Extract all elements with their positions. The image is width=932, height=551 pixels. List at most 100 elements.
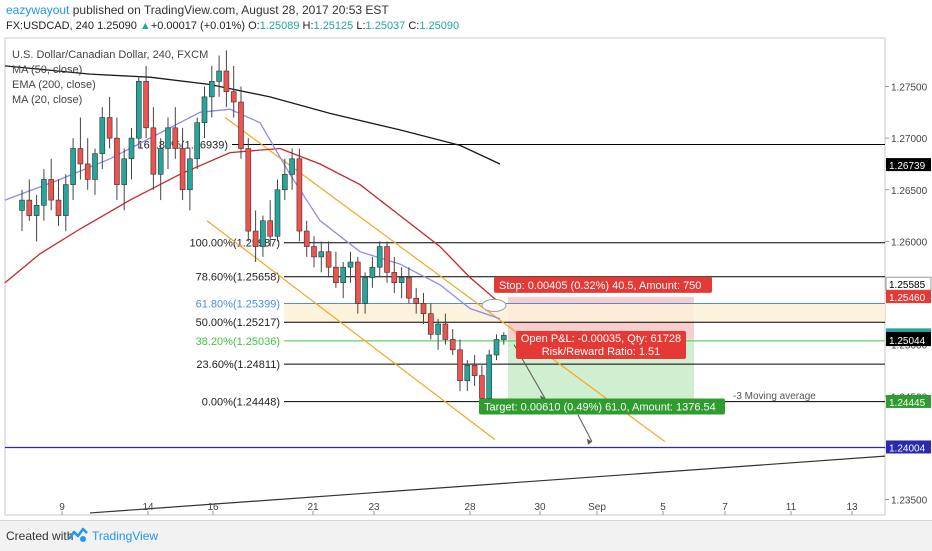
candle-body (413, 297, 420, 304)
candle-body (33, 204, 40, 216)
close-value: 1.25090 (419, 20, 460, 32)
candle-body (384, 246, 390, 273)
candle-body (70, 148, 76, 185)
candle-body (216, 70, 222, 82)
candle-body (486, 354, 493, 399)
x-tick-label: 16 (207, 502, 219, 513)
candle-body (114, 137, 120, 185)
legend-item: EMA (200, close) (12, 79, 96, 91)
candle-body (106, 117, 113, 139)
price-tag (886, 158, 931, 172)
target-label: Target: 0.00610 (0.49%) 61.0, Amount: 13… (484, 402, 716, 414)
candle-body (260, 220, 266, 247)
ema200-line (4, 147, 501, 304)
price-tag (886, 394, 931, 408)
candle-body (245, 148, 252, 232)
candle-body (41, 179, 47, 206)
symbol-label: FX:USDCAD, 240 (6, 20, 95, 32)
arrow-head-2 (587, 438, 592, 445)
candle-body (172, 127, 179, 149)
pnl-label-box (516, 330, 686, 359)
candle-body (128, 137, 135, 160)
fib-level-label: 23.60%(1.24811) (196, 359, 280, 371)
y-tick-label: 1.27500 (891, 83, 928, 94)
price-tag-label: 1.24445 (889, 398, 926, 409)
y-tick-label: 1.26000 (891, 237, 928, 248)
candle-body (136, 81, 142, 139)
price-tag-label: 1.25044 (889, 336, 926, 347)
candle-body (500, 335, 507, 340)
candle-body (442, 323, 449, 340)
y-tick-label: 1.25000 (891, 341, 928, 352)
candle-body (19, 199, 25, 211)
candle-body (311, 246, 317, 258)
candle-body (150, 127, 157, 175)
candle-body (340, 266, 347, 283)
published-text: published on TradingView.com, August 28,… (72, 3, 389, 17)
fib-level-label: 38.20%(1.25036) (196, 336, 280, 348)
candle-body (274, 189, 281, 237)
x-tick-label: 11 (786, 502, 797, 513)
candle-body (48, 179, 55, 201)
low-value: 1.25037 (365, 20, 406, 32)
open-label: O: (248, 20, 260, 32)
candle-body (376, 246, 383, 268)
candle-body (252, 230, 259, 247)
y-tick-label: 1.26500 (891, 186, 928, 197)
candle-body (354, 261, 361, 304)
ma20-line (4, 108, 501, 320)
y-tick-label: 1.23500 (891, 496, 928, 507)
projection-arrow-2 (577, 414, 593, 442)
long-trend-line (89, 455, 886, 514)
candle-body (267, 220, 274, 237)
price-tag-label: 1.25585 (889, 280, 926, 291)
candle-body (420, 303, 427, 314)
candle-body (457, 349, 463, 382)
candle-body (55, 199, 62, 216)
candle-body (391, 272, 398, 283)
x-tick-label: 13 (846, 502, 858, 513)
fib-level-label: 61.80%(1.25399) (196, 298, 280, 310)
candle-body (296, 158, 303, 232)
tradingview-brand[interactable]: TradingView (92, 529, 159, 543)
channel-lower-line (206, 220, 496, 441)
ma50-line (4, 65, 501, 165)
high-value: 1.25125 (313, 20, 354, 32)
candle-body (165, 127, 171, 149)
rr-label: Risk/Reward Ratio: 1.51 (542, 346, 661, 358)
publish-info: eazywayout published on TradingView.com,… (6, 3, 389, 17)
candle-body (303, 230, 310, 247)
price-tag (886, 333, 931, 347)
x-tick-label: 23 (368, 502, 380, 513)
stop-label: Stop: 0.00405 (0.32%) 40.5, Amount: 750 (499, 280, 701, 292)
price-chart[interactable]: 161.80%(1.26939)100.00%(1.25987)78.60%(1… (0, 0, 932, 520)
high-label: H: (302, 20, 314, 32)
candle-body (201, 96, 208, 123)
candle-body (238, 101, 244, 149)
fib-level-label: 78.60%(1.25658) (196, 272, 280, 284)
created-with-text: Created with (6, 529, 74, 543)
candle-body (289, 158, 295, 175)
footer-bar: Created with TradingView (0, 520, 932, 551)
stop-label-box (494, 276, 712, 293)
pnl-label: Open P&L: -0.00035, Qty: 61728 (521, 333, 681, 345)
candle-body (347, 261, 354, 268)
candle-body (179, 148, 186, 191)
low-label: L: (356, 20, 366, 32)
moving-average-note: -3 Moving average (733, 391, 816, 402)
author-link[interactable]: eazywayout (6, 3, 70, 17)
candle-body (493, 339, 500, 356)
y-tick-label: 1.27000 (891, 134, 928, 145)
fib-golden-zone (284, 303, 885, 323)
x-tick-label: 30 (534, 502, 546, 513)
up-arrow-icon: ▲ (139, 20, 151, 32)
arrow-head-1 (540, 395, 545, 402)
ohlc-bar: FX:USDCAD, 240 1.25090 ▲+0.00017 (+0.01%… (6, 20, 459, 32)
candle-body (427, 313, 434, 335)
close-label: C: (408, 20, 420, 32)
tradingview-logo-icon[interactable] (67, 527, 88, 548)
x-tick-label: 21 (307, 502, 319, 513)
candle-body (157, 148, 164, 175)
candle-body (479, 375, 485, 399)
price-tag-label: 1.24004 (889, 443, 926, 454)
